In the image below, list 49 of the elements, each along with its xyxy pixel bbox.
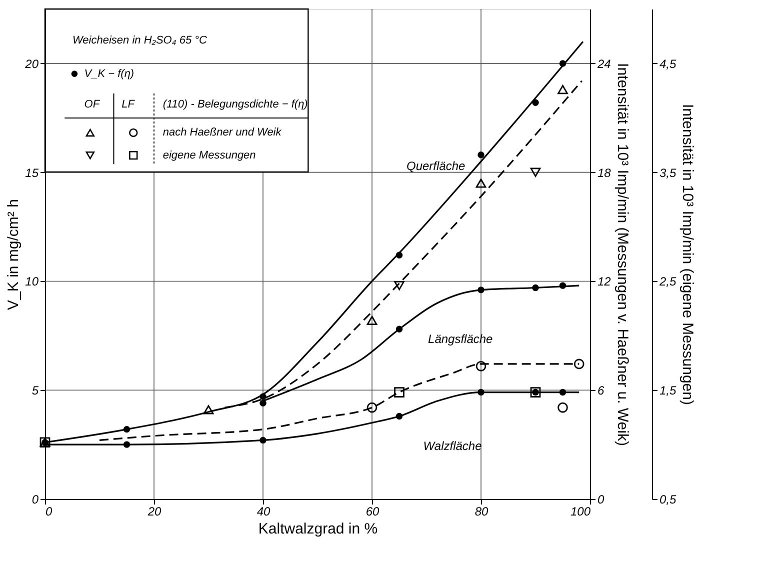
point [558, 85, 568, 94]
annotation: LF [122, 98, 136, 110]
y3-axis-title: Intensität in 10³ Imp/min (eigene Messungen) [679, 104, 696, 405]
line-series [98, 363, 580, 441]
point [203, 405, 214, 414]
point [476, 360, 486, 372]
y3-tick-label: 2,5 [658, 274, 677, 289]
legend-label: V_K − f(η) [84, 68, 134, 80]
y2-tick-label: 0 [598, 492, 604, 506]
y2-tick-label: 18 [598, 166, 612, 180]
y2-tick-label: 24 [596, 56, 612, 71]
annotation: OF [84, 98, 101, 110]
x-axis-title: Kaltwalzgrad in % [258, 520, 378, 538]
annotation: Querfläche [406, 159, 466, 174]
point [394, 281, 404, 290]
legend-label: eigene Messungen [162, 149, 256, 162]
x-tick-label: 60 [366, 504, 380, 518]
annotation: Längsfläche [428, 332, 494, 346]
point [260, 400, 266, 407]
y2-tick-label: 12 [598, 274, 612, 289]
point [366, 402, 378, 413]
y2-axis-title: Intensität in 10³ Imp/min (Messungen v. Haeßner u. Weik) [614, 63, 631, 446]
point [478, 152, 484, 158]
legend-label: nach Haeßner und Weik [162, 126, 282, 139]
point [366, 316, 378, 325]
legend-title: Weicheisen in H₂SO₄ 65 °C [72, 34, 208, 46]
x-tick-label: 80 [474, 504, 488, 518]
y3-tick-label: 1,5 [660, 384, 677, 398]
x-tick-label: 20 [146, 504, 162, 518]
y3-tick-label: 4,5 [660, 56, 677, 71]
point [476, 178, 486, 188]
y-tick-label: 15 [25, 166, 39, 180]
y3-tick-label: 0,5 [660, 492, 677, 506]
y-axis-title: V_K in mg/cm² h [5, 199, 22, 310]
annotation: Walzfläche [423, 438, 482, 453]
y3-tick-label: 3,5 [660, 166, 677, 180]
point [558, 402, 568, 413]
y-tick-label: 5 [32, 384, 39, 398]
point [574, 358, 584, 370]
x-tick-label: 40 [256, 504, 270, 518]
y-tick-label: 0 [32, 492, 39, 506]
annotation: (110) - Belegungsdichte − f(η) [162, 98, 308, 110]
y-tick-label: 10 [25, 274, 39, 289]
x-tick-label: 0 [46, 504, 52, 518]
x-tick-label: 100 [570, 504, 591, 518]
point [394, 387, 404, 398]
y2-tick-label: 6 [598, 384, 604, 398]
y-tick-label: 20 [24, 56, 39, 71]
point [530, 168, 541, 177]
